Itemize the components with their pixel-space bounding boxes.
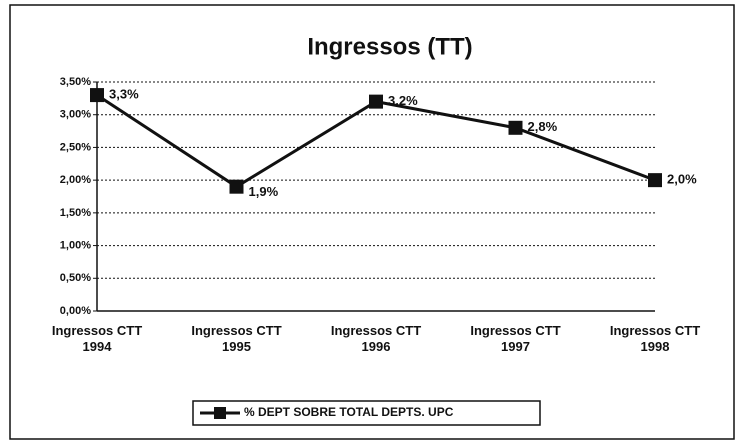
legend-label: % DEPT SOBRE TOTAL DEPTS. UPC — [244, 405, 454, 419]
marker — [648, 173, 662, 188]
x-tick-label: Ingressos CTT 1997 — [470, 323, 561, 354]
marker — [90, 88, 104, 103]
chart-title: Ingressos (TT) — [307, 33, 472, 60]
chart-frame — [9, 4, 735, 440]
data-line — [96, 93, 656, 189]
x-tick-label: Ingressos CTT 1994 — [51, 323, 143, 354]
y-tick-label: 1,50% — [60, 207, 91, 219]
data-label: 3,2% — [388, 93, 418, 108]
y-tick-label: 3,50% — [60, 76, 91, 88]
marker — [229, 179, 244, 194]
y-tick-label: 2,50% — [60, 141, 91, 153]
marker — [369, 94, 383, 109]
y-tick-label: 1,00% — [60, 239, 91, 251]
y-tick-label: 0,00% — [60, 305, 91, 317]
y-tick-label: 2,00% — [60, 174, 91, 186]
x-tick-label: Ingressos CTT 1996 — [330, 323, 422, 354]
marker — [508, 120, 523, 135]
x-tick-label: Ingressos CTT 1998 — [609, 323, 701, 354]
data-label: 2,0% — [667, 172, 697, 187]
data-label: 3,3% — [109, 87, 139, 102]
legend-box — [192, 400, 541, 426]
data-label: 2,8% — [528, 119, 558, 134]
legend-marker — [214, 407, 226, 419]
y-tick-label: 3,00% — [60, 109, 91, 121]
y-tick-label: 0,50% — [60, 272, 91, 284]
data-label: 1,9% — [249, 184, 279, 199]
x-tick-label: Ingressos CTT 1995 — [191, 323, 282, 354]
